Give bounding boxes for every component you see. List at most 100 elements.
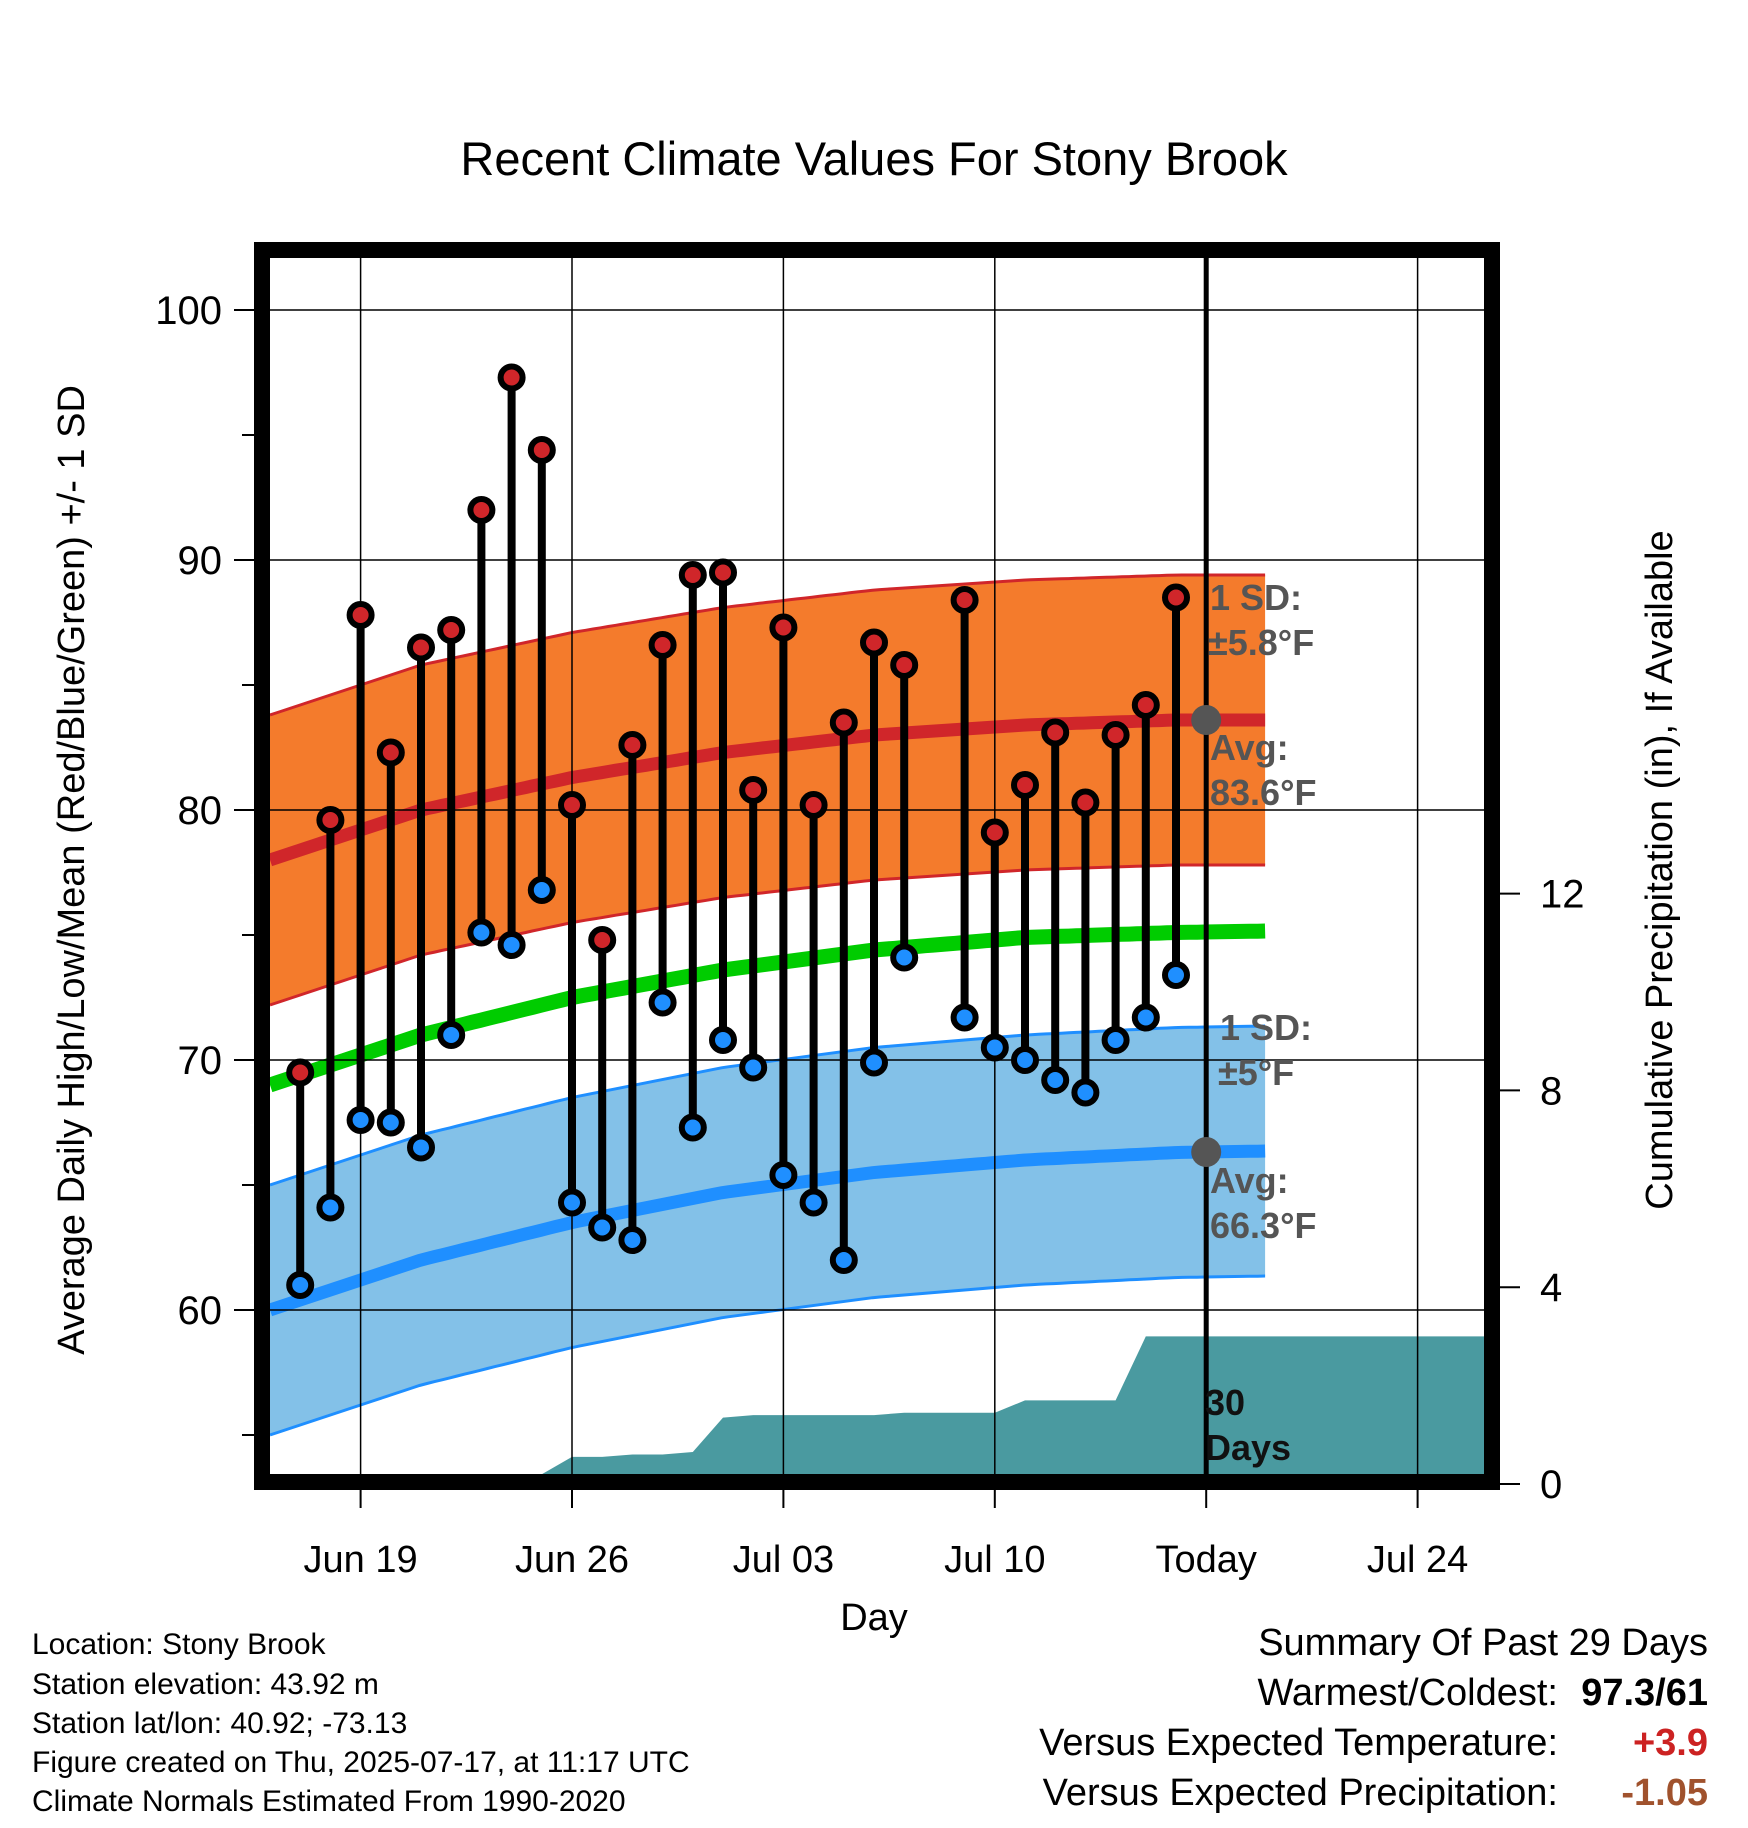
daily-high-marker: [467, 496, 496, 524]
x-tick-label: Jun 26: [515, 1539, 629, 1581]
annotation-high-avg-value: 83.6°F: [1210, 772, 1316, 813]
daily-low-marker: [558, 1188, 586, 1217]
daily-high-marker: [558, 791, 586, 819]
avg-low-line: [270, 1144, 1266, 1317]
daily-low-marker: [829, 1246, 858, 1274]
daily-high-marker: [1162, 583, 1190, 612]
summary-precip-value: -1.05: [1621, 1772, 1708, 1814]
summary-precip-label: Versus Expected Precipitation:: [1042, 1772, 1558, 1814]
summary-precip: Versus Expected Precipitation: -1.05: [1043, 1772, 1708, 1815]
annotation-low-sd: 1 SD:: [1220, 1007, 1312, 1048]
summary-warm-cold-value: 97.3/61: [1581, 1672, 1708, 1714]
x-axis-label: Day: [840, 1597, 908, 1639]
daily-high-marker: [286, 1058, 315, 1087]
daily-high-marker: [1101, 721, 1130, 749]
y-tick-label: 70: [178, 1039, 223, 1083]
y2-tick-label: 12: [1540, 873, 1585, 917]
info-location: Location: Stony Brook: [32, 1628, 326, 1661]
daily-high-marker: [648, 631, 677, 659]
x-tick-label: Today: [1155, 1539, 1256, 1581]
avg-high-line: [270, 713, 1266, 867]
plot-content: [270, 250, 1485, 1482]
annotation-precip-days: 30: [1205, 1382, 1245, 1423]
high-sd-band-lower-edge: [270, 863, 1266, 1007]
daily-low-marker: [709, 1026, 737, 1054]
daily-high-marker: [527, 436, 556, 464]
y-tick-label: 90: [178, 539, 223, 583]
high-sd-band-upper-edge: [270, 573, 1266, 717]
daily-high-marker: [407, 633, 435, 662]
daily-low-marker: [890, 943, 919, 972]
daily-low-marker: [588, 1213, 617, 1242]
daily-low-marker: [376, 1108, 405, 1137]
daily-high-marker: [316, 806, 345, 834]
plot-frame: [254, 242, 1500, 1490]
daily-low-marker: [1011, 1046, 1039, 1074]
chart-title: Recent Climate Values For Stony Brook: [460, 132, 1288, 185]
daily-low-marker: [286, 1271, 315, 1299]
daily-high-marker: [1011, 771, 1039, 799]
summary-heading: Summary Of Past 29 Days: [1258, 1622, 1708, 1664]
summary-warm-cold: Warmest/Coldest: 97.3/61: [1257, 1672, 1708, 1715]
daily-high-marker: [1131, 691, 1160, 719]
annotation-low-avg: Avg:: [1210, 1160, 1289, 1201]
x-tick-label: Jul 24: [1367, 1539, 1468, 1581]
daily-high-marker: [890, 651, 919, 679]
avg-mean-line: [270, 923, 1266, 1093]
high-sd-band: [270, 575, 1266, 1005]
daily-low-marker: [648, 988, 677, 1017]
annotation-low-avg-value: 66.3°F: [1210, 1205, 1316, 1246]
today-avg-low-point: [1191, 1137, 1222, 1167]
info-elevation: Station elevation: 43.92 m: [32, 1668, 379, 1701]
daily-low-marker: [769, 1161, 798, 1189]
daily-high-marker: [678, 561, 707, 589]
daily-low-marker: [678, 1113, 707, 1142]
daily-low-marker: [1071, 1078, 1100, 1107]
annotation-high-avg: Avg:: [1210, 727, 1289, 768]
y-axis-label: Average Daily High/Low/Mean (Red/Blue/Gr…: [51, 385, 93, 1355]
daily-low-marker: [860, 1048, 888, 1077]
summary-temp: Versus Expected Temperature: +3.9: [1039, 1722, 1708, 1765]
y2-tick-label: 0: [1540, 1463, 1562, 1507]
low-sd-band: [270, 1026, 1266, 1435]
y2-tick-label: 8: [1540, 1069, 1562, 1113]
axes: 60 70 80 90 100 0 4 8 12 Jun 19 Jun 26 Jul 03 Jul 10…: [155, 242, 1585, 1581]
daily-low-marker: [1162, 961, 1190, 989]
low-sd-band-upper-edge: [270, 1024, 1266, 1187]
y2-tick-label: 4: [1540, 1266, 1562, 1310]
today-avg-high-point: [1191, 705, 1222, 735]
daily-high-marker: [1041, 718, 1070, 747]
y-tick-label: 80: [178, 789, 223, 833]
info-normals: Climate Normals Estimated From 1990-2020: [32, 1785, 626, 1818]
daily-high-marker: [799, 791, 828, 819]
daily-high-marker: [709, 558, 737, 587]
daily-high-marker: [588, 926, 617, 954]
y-tick-label: 60: [178, 1289, 223, 1333]
daily-high-marker: [497, 363, 526, 392]
low-sd-band-lower-edge: [270, 1274, 1266, 1437]
daily-high-marker: [980, 818, 1009, 847]
summary-temp-label: Versus Expected Temperature:: [1039, 1722, 1558, 1764]
daily-low-marker: [467, 918, 496, 947]
daily-high-marker: [618, 731, 647, 759]
y2-axis-label: Cumulative Precipitation (in), If Availa…: [1639, 530, 1681, 1209]
daily-low-marker: [799, 1188, 828, 1217]
daily-high-marker: [950, 586, 979, 614]
daily-high-marker: [437, 616, 466, 644]
daily-low-marker: [497, 931, 526, 959]
daily-high-marker: [376, 738, 405, 767]
daily-low-marker: [1041, 1066, 1070, 1094]
daily-high-marker: [829, 708, 858, 737]
annotation-high-sd-value: ±5.8°F: [1208, 622, 1314, 663]
annotation-low-sd-value: ±5°F: [1218, 1052, 1294, 1093]
daily-low-marker: [437, 1021, 466, 1049]
summary-temp-value: +3.9: [1632, 1722, 1708, 1764]
daily-low-marker: [407, 1133, 435, 1162]
annotation-high-sd: 1 SD:: [1210, 577, 1302, 618]
daily-high-marker: [769, 613, 798, 642]
daily-low-marker: [527, 876, 556, 904]
y-tick-label: 100: [155, 289, 222, 333]
daily-high-marker: [739, 776, 768, 804]
